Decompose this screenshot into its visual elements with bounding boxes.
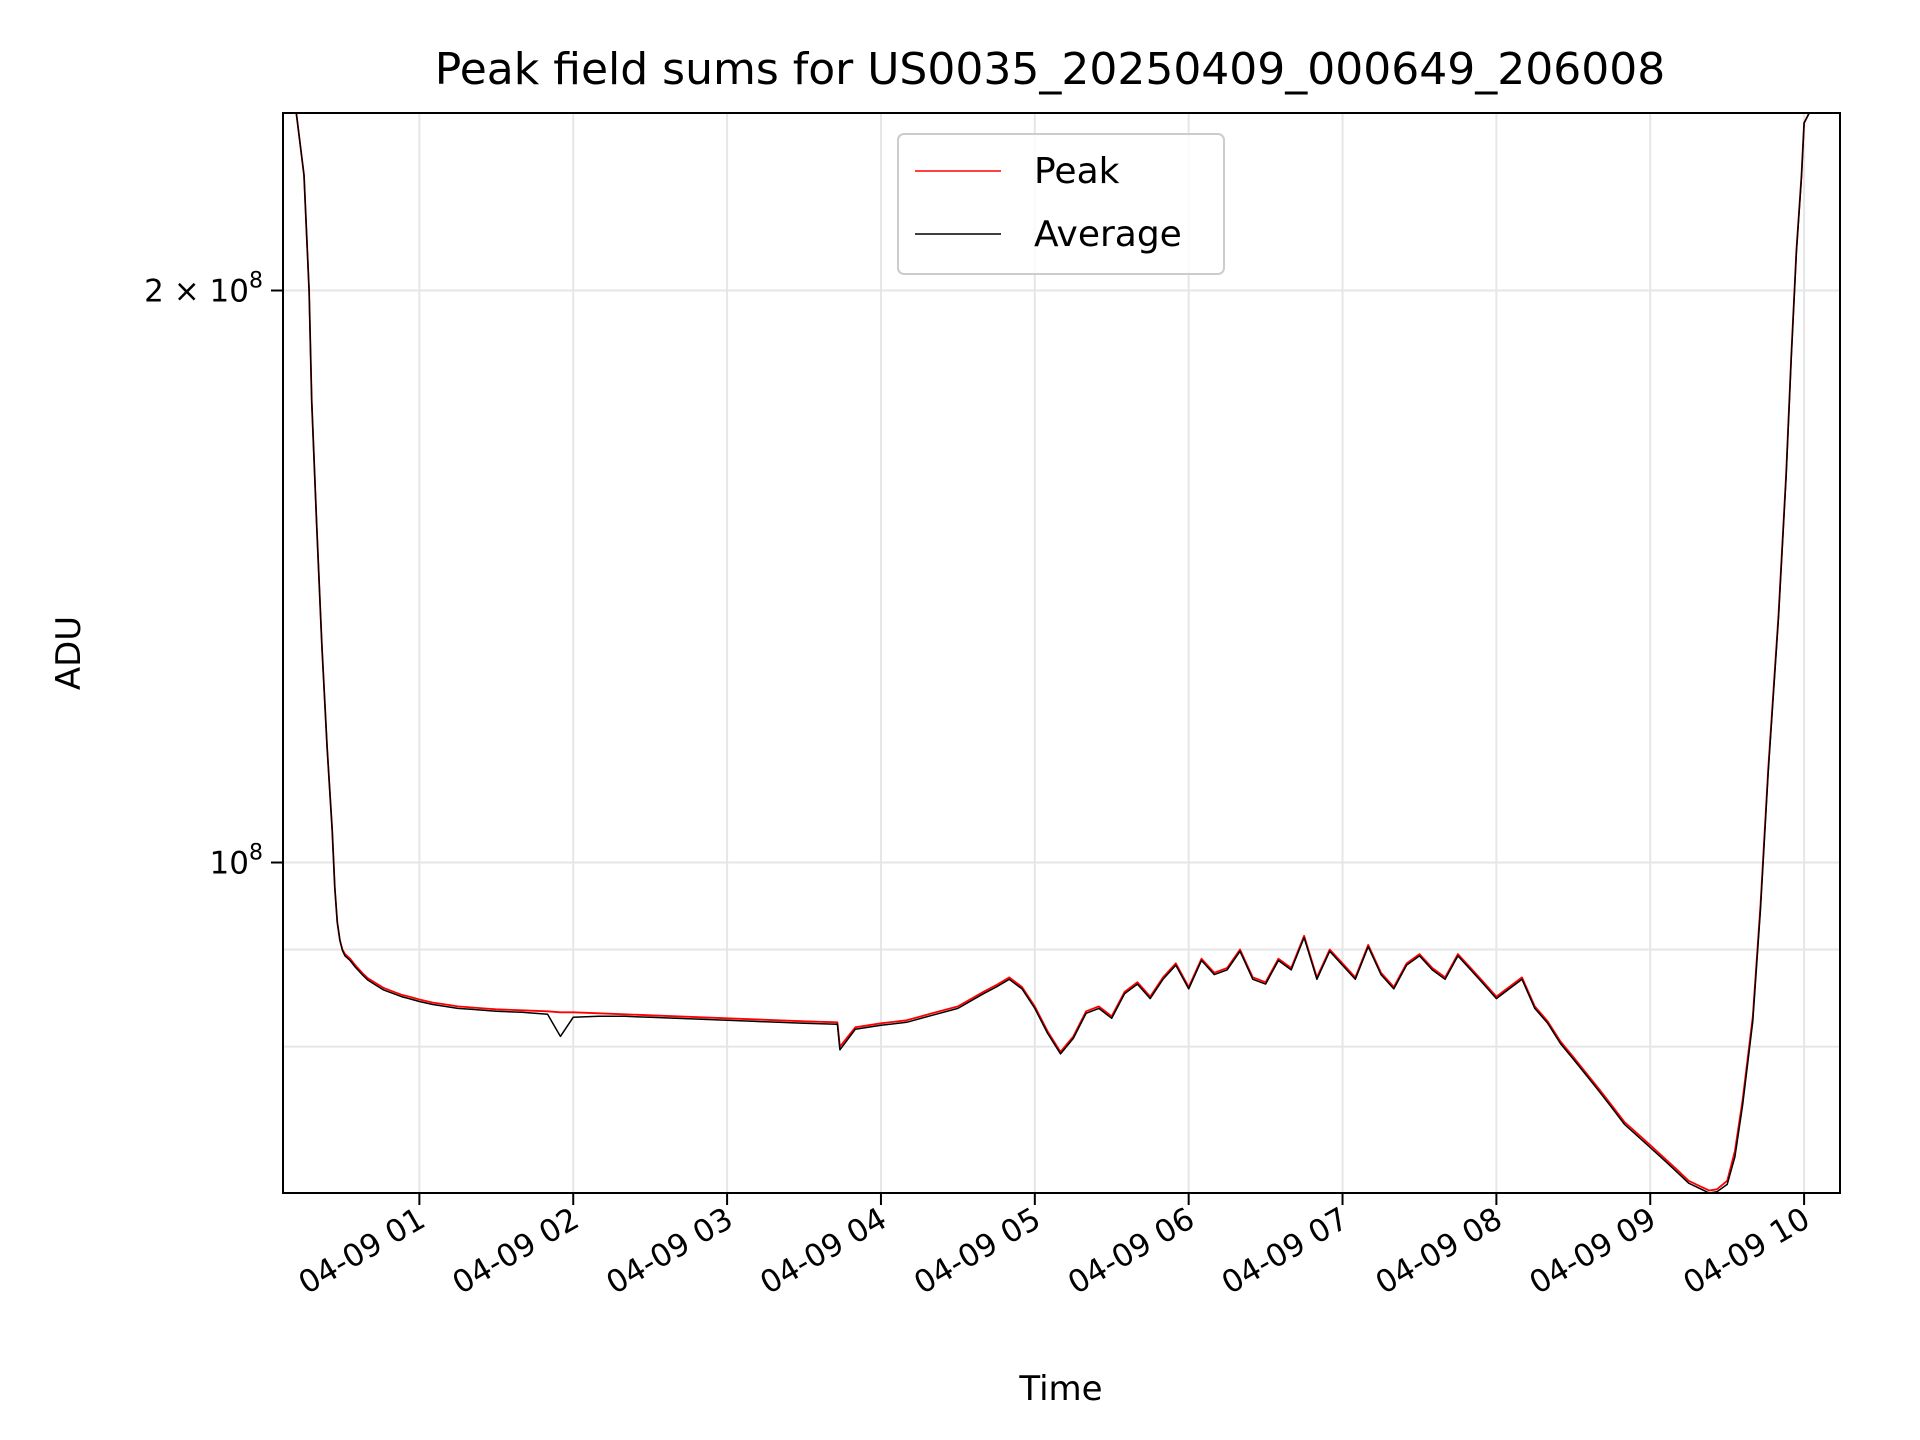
x-axis-label: Time xyxy=(1018,1369,1102,1409)
x-axis-ticks: 04-09 01 04-09 02 04-09 03 04-09 04 04-09 05… xyxy=(293,1193,1816,1302)
grid-lines xyxy=(283,113,1840,1193)
y-axis-label: ADU xyxy=(49,616,89,690)
y-tick-label-0: 108 xyxy=(210,841,263,882)
x-tick-label-0: 04-09 01 xyxy=(293,1201,432,1302)
chart-title: Peak field sums for US0035_20250409_0006… xyxy=(434,44,1666,95)
legend-label-peak: Peak xyxy=(1034,151,1120,192)
x-tick-label-7: 04-09 08 xyxy=(1370,1201,1509,1302)
legend: Peak Average xyxy=(897,133,1225,275)
legend-label-average: Average xyxy=(1034,214,1182,255)
x-tick-label-8: 04-09 09 xyxy=(1524,1201,1663,1302)
series-lines xyxy=(283,113,1840,1193)
x-tick-label-9: 04-09 10 xyxy=(1677,1201,1816,1302)
x-tick-label-3: 04-09 04 xyxy=(754,1201,893,1302)
x-tick-label-6: 04-09 07 xyxy=(1216,1201,1355,1302)
legend-box xyxy=(897,133,1225,275)
x-tick-label-1: 04-09 02 xyxy=(447,1201,586,1302)
x-tick-label-4: 04-09 05 xyxy=(908,1201,1047,1302)
plot-frame xyxy=(282,112,1841,1194)
y-tick-label-1: 2 × 108 xyxy=(144,269,263,310)
x-tick-label-5: 04-09 06 xyxy=(1062,1201,1201,1302)
series-line-average xyxy=(283,113,1840,1193)
x-tick-label-2: 04-09 03 xyxy=(600,1201,739,1302)
series-line-peak xyxy=(283,113,1840,1192)
y-axis-ticks: 108 2 × 108 xyxy=(144,269,283,882)
